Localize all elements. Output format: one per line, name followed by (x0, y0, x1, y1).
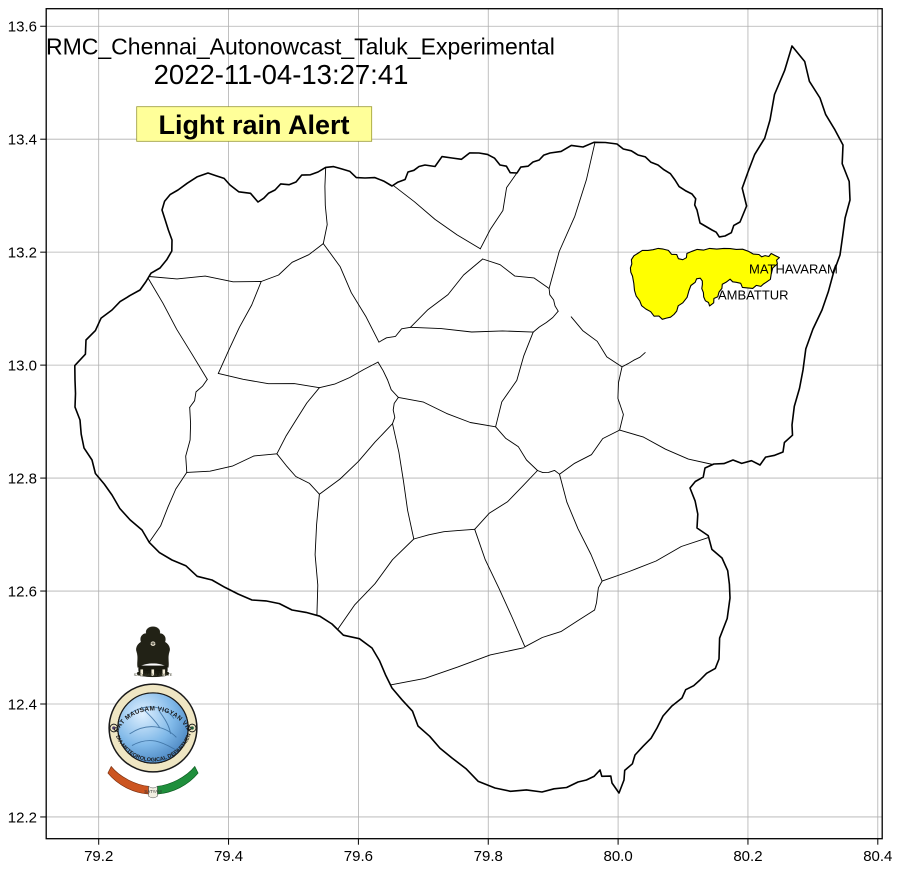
svg-text:13.6: 13.6 (8, 19, 37, 36)
svg-text:12.2: 12.2 (8, 810, 37, 827)
svg-text:12.8: 12.8 (8, 471, 37, 488)
svg-text:80.4: 80.4 (863, 848, 892, 865)
svg-text:2022-11-04-13:27:41: 2022-11-04-13:27:41 (154, 59, 409, 90)
svg-text:SATYAM: SATYAM (144, 789, 162, 794)
svg-text:80.2: 80.2 (733, 848, 762, 865)
svg-text:13.0: 13.0 (8, 358, 37, 375)
svg-text:13.2: 13.2 (8, 245, 37, 262)
svg-text:79.6: 79.6 (344, 848, 373, 865)
svg-text:MATHAVARAM: MATHAVARAM (749, 262, 838, 277)
svg-text:79.4: 79.4 (214, 848, 243, 865)
svg-text:12.4: 12.4 (8, 697, 37, 714)
svg-text:AMBATTUR: AMBATTUR (718, 288, 789, 303)
svg-text:12.6: 12.6 (8, 584, 37, 601)
svg-text:79.2: 79.2 (84, 848, 113, 865)
svg-text:80.0: 80.0 (603, 848, 632, 865)
svg-text:Light rain Alert: Light rain Alert (158, 110, 349, 140)
svg-text:RMC_Chennai_Autonowcast_Taluk_: RMC_Chennai_Autonowcast_Taluk_Experiment… (46, 34, 555, 60)
svg-text:13.4: 13.4 (8, 132, 37, 149)
svg-text:79.8: 79.8 (474, 848, 503, 865)
svg-text:SATYAMEVA JAYATE: SATYAMEVA JAYATE (134, 672, 173, 677)
